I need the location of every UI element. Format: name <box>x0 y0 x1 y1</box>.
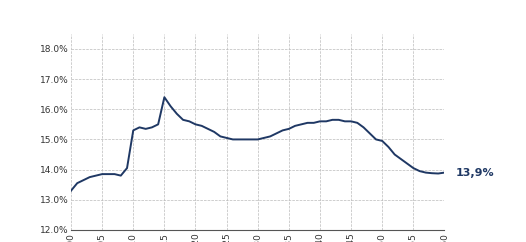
Text: Fig. A1: spesa pubblica per pensioni: Fig. A1: spesa pubblica per pensioni <box>9 11 250 24</box>
Text: 13,9%: 13,9% <box>456 168 494 178</box>
